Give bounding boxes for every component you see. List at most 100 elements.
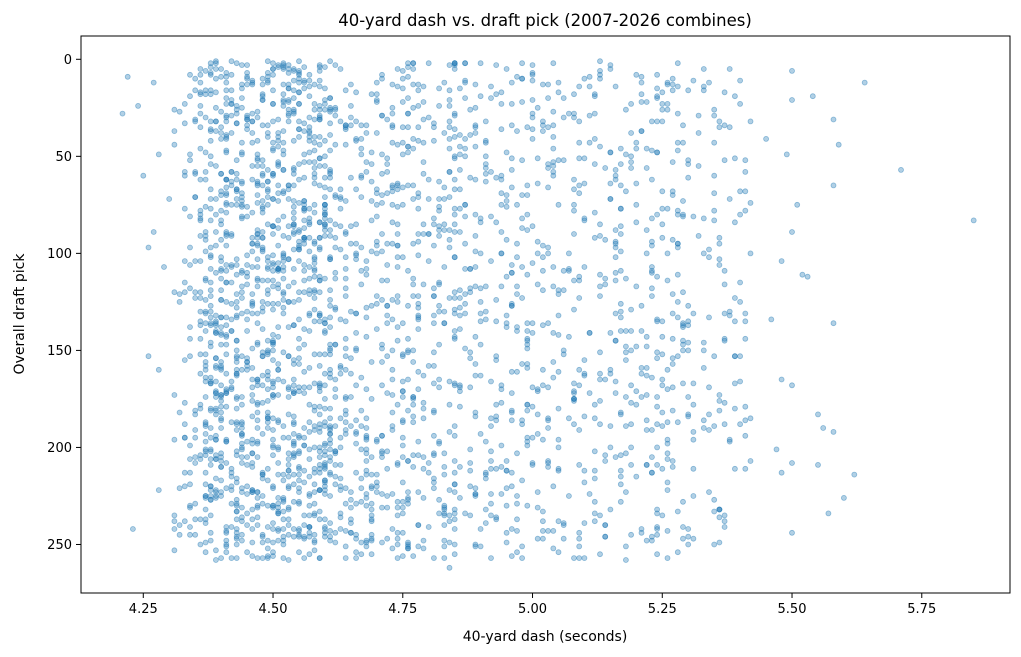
scatter-point-2465 (612, 390, 619, 397)
scatter-point-937 (233, 366, 240, 373)
scatter-point-1279 (228, 112, 235, 119)
scatter-point-1403 (363, 467, 370, 474)
scatter-point-931 (223, 199, 230, 206)
scatter-point-2358 (550, 528, 557, 534)
scatter-point-2706 (716, 262, 723, 268)
scatter-point-791 (264, 178, 271, 185)
scatter-point-2199 (597, 221, 603, 228)
scatter-point-418 (285, 186, 292, 193)
scatter-point-303 (244, 114, 251, 121)
scatter-point-2259 (508, 155, 515, 162)
scatter-point-1781 (394, 461, 401, 468)
scatter-point-2697 (716, 407, 723, 414)
scatter-point-1411 (441, 184, 448, 191)
scatter-point-1318 (207, 293, 214, 300)
x-tick-label-3: 5.00 (518, 602, 547, 617)
scatter-point-950 (228, 465, 235, 472)
scatter-point-995 (280, 291, 287, 298)
scatter-point-1260 (280, 378, 287, 385)
scatter-point-607 (327, 254, 334, 261)
scatter-point-1940 (514, 516, 520, 523)
scatter-point-1856 (436, 207, 443, 214)
scatter-point-1034 (296, 471, 302, 478)
scatter-point-9 (155, 151, 162, 158)
scatter-point-1134 (270, 66, 276, 72)
scatter-point-1215 (207, 483, 214, 490)
scatter-point-259 (218, 314, 225, 321)
scatter-point-1126 (244, 491, 251, 497)
scatter-point-2378 (498, 491, 505, 497)
scatter-point-621 (259, 430, 266, 437)
scatter-point-693 (223, 529, 230, 536)
scatter-point-1791 (405, 496, 411, 503)
scatter-point-1275 (238, 178, 245, 185)
scatter-point-2183 (602, 165, 609, 171)
scatter-point-112 (192, 295, 199, 301)
scatter-point-279 (233, 516, 240, 523)
scatter-point-1141 (264, 264, 271, 270)
scatter-point-737 (316, 312, 323, 319)
scatter-point-722 (207, 128, 214, 135)
scatter-point-1721 (368, 512, 375, 519)
scatter-point-1178 (280, 498, 287, 505)
scatter-point-890 (301, 368, 308, 375)
scatter-point-767 (233, 535, 240, 542)
scatter-point-1869 (405, 73, 411, 80)
scatter-point-867 (212, 475, 219, 482)
scatter-point-1390 (394, 555, 401, 561)
scatter-point-570 (275, 446, 282, 453)
scatter-point-109 (187, 335, 193, 342)
scatter-point-1440 (373, 213, 380, 220)
scatter-point-657 (280, 349, 287, 356)
scatter-point-873 (212, 364, 219, 371)
scatter-point-2547 (467, 467, 474, 474)
scatter-point-851 (290, 221, 297, 228)
scatter-point-1367 (363, 458, 370, 464)
scatter-point-812 (202, 87, 209, 94)
scatter-point-1142 (264, 221, 271, 228)
scatter-point-1664 (415, 87, 422, 94)
scatter-point-2520 (649, 293, 655, 300)
scatter-point-1877 (342, 275, 349, 282)
scatter-point-820 (218, 66, 225, 72)
scatter-point-1822 (410, 281, 417, 288)
scatter-point-2490 (514, 128, 520, 135)
scatter-point-2573 (607, 506, 614, 513)
scatter-point-2062 (664, 440, 671, 447)
scatter-point-2669 (732, 405, 738, 412)
scatter-point-101 (197, 401, 204, 408)
scatter-point-346 (244, 454, 251, 461)
scatter-point-353 (285, 473, 292, 480)
scatter-point-756 (275, 504, 282, 511)
scatter-point-77 (187, 244, 193, 251)
scatter-point-1589 (384, 116, 391, 123)
scatter-point-412 (249, 234, 256, 241)
scatter-point-513 (207, 320, 214, 327)
scatter-point-2141 (664, 205, 671, 212)
scatter-point-497 (327, 374, 334, 381)
scatter-point-1878 (347, 122, 354, 129)
scatter-point-2561 (488, 555, 494, 561)
scatter-point-2020 (467, 384, 474, 391)
scatter-point-2233 (649, 176, 655, 183)
scatter-point-198 (327, 186, 334, 193)
scatter-point-2188 (664, 456, 671, 463)
scatter-point-108 (176, 522, 183, 528)
scatter-point-989 (254, 438, 261, 445)
scatter-point-1315 (249, 81, 256, 88)
scatter-point-1006 (207, 405, 214, 412)
scatter-point-221 (321, 320, 328, 327)
scatter-point-726 (270, 485, 276, 492)
scatter-point-113 (192, 87, 199, 94)
scatter-point-1573 (368, 537, 375, 544)
scatter-point-10 (155, 487, 162, 494)
scatter-point-220 (311, 318, 318, 325)
scatter-point-141 (223, 314, 230, 321)
scatter-point-2310 (612, 378, 619, 385)
scatter-point-1954 (576, 427, 583, 433)
scatter-point-1180 (254, 401, 261, 408)
scatter-point-2187 (633, 388, 640, 395)
scatter-point-1691 (394, 66, 401, 72)
scatter-point-1277 (311, 512, 318, 519)
scatter-point-1370 (347, 114, 354, 121)
